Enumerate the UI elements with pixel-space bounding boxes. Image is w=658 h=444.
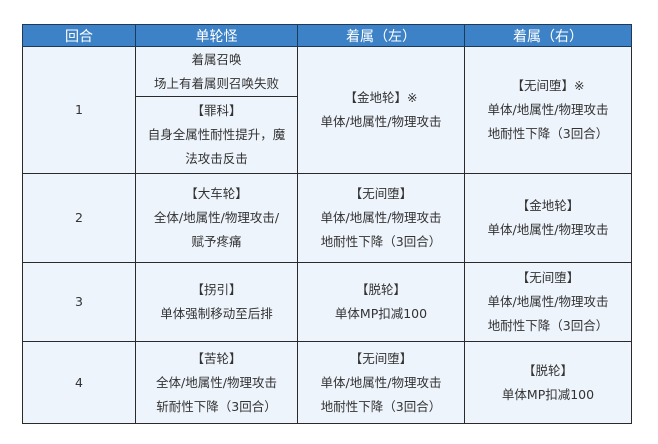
round-cell: 1 bbox=[22, 46, 136, 174]
cell-line: 【大车轮】 bbox=[185, 186, 248, 201]
cell-line: 【脱轮】 bbox=[522, 362, 573, 378]
cell-line: 【金地轮】※ bbox=[344, 90, 418, 105]
round-cell: 3 bbox=[22, 262, 136, 342]
monster-cell: 【苦轮】 全体/地属性/物理攻击 斩耐性下降（3回合） bbox=[135, 341, 298, 424]
cell-line: 【拐引】 bbox=[191, 282, 242, 297]
cell-line: 【罪科】 bbox=[191, 103, 242, 118]
cell-line: 【无间堕】※ bbox=[511, 78, 585, 93]
cell-line: 地耐性下降（3回合） bbox=[487, 126, 609, 141]
cell-line: 【苦轮】 bbox=[191, 350, 242, 366]
cell-line: 单体/地属性/物理攻击 bbox=[320, 210, 442, 225]
round-cell: 2 bbox=[22, 173, 136, 263]
right-cell: 【无间堕】 单体/地属性/物理攻击 地耐性下降（3回合） bbox=[464, 262, 632, 342]
left-cell: 【无间堕】 单体/地属性/物理攻击 地耐性下降（3回合） bbox=[297, 173, 465, 263]
cell-line: 单体/地属性/物理攻击 bbox=[487, 294, 609, 309]
cell-line: 【无间堕】 bbox=[516, 270, 580, 285]
cell-line: 全体/地属性/物理攻击/ bbox=[153, 210, 280, 225]
right-cell: 【脱轮】 单体MP扣减100 bbox=[464, 341, 632, 424]
cell-line: 赋予疼痛 bbox=[191, 234, 242, 249]
cell-line: 【无间堕】 bbox=[349, 186, 413, 201]
monster-cell: 【拐引】 单体强制移动至后排 bbox=[135, 262, 298, 342]
cell-line: 地耐性下降（3回合） bbox=[320, 234, 442, 249]
cell-line: 【无间堕】 bbox=[349, 350, 413, 366]
cell-line: 法攻击反击 bbox=[185, 151, 248, 166]
header-row: 回合 单轮怪 着属（左） 着属（右） bbox=[22, 24, 632, 47]
cell-line: 单体MP扣减100 bbox=[334, 306, 428, 321]
header-round: 回合 bbox=[22, 24, 136, 47]
cell-line: 单体MP扣减100 bbox=[501, 386, 595, 402]
cell-line: 单体/地属性/物理攻击 bbox=[320, 114, 442, 129]
table-row: 4 【苦轮】 全体/地属性/物理攻击 斩耐性下降（3回合） 【无间堕】 单体/地… bbox=[22, 341, 632, 424]
cell-line: 单体/地属性/物理攻击 bbox=[320, 374, 442, 390]
cell-line: 地耐性下降（3回合） bbox=[487, 318, 609, 333]
table-row: 2 【大车轮】 全体/地属性/物理攻击/ 赋予疼痛 【无间堕】 单体/地属性/物… bbox=[22, 173, 632, 263]
table-row: 1 着属召唤 场上有着属则召唤失败 【金地轮】※ 单体/地属性/物理攻击 【无间… bbox=[22, 46, 632, 174]
right-cell: 【无间堕】※ 单体/地属性/物理攻击 地耐性下降（3回合） bbox=[464, 46, 632, 174]
cell-line: 单体/地属性/物理攻击 bbox=[487, 102, 609, 117]
round-cell: 4 bbox=[22, 341, 136, 424]
left-cell: 【脱轮】 单体MP扣减100 bbox=[297, 262, 465, 342]
table-row: 【罪科】 自身全属性耐性提升，魔 法攻击反击 bbox=[23, 96, 632, 174]
cell-line: 着属召唤 bbox=[191, 51, 242, 67]
monster-cell: 【大车轮】 全体/地属性/物理攻击/ 赋予疼痛 bbox=[135, 173, 298, 263]
header-right: 着属（右） bbox=[464, 24, 632, 47]
cell-line: 单体/地属性/物理攻击 bbox=[487, 222, 609, 237]
monster-cell: 【罪科】 自身全属性耐性提升，魔 法攻击反击 bbox=[135, 96, 298, 174]
cell-line: 单体强制移动至后排 bbox=[160, 306, 273, 321]
cell-line: 自身全属性耐性提升，魔 bbox=[147, 127, 286, 142]
cell-line: 全体/地属性/物理攻击 bbox=[156, 374, 277, 390]
header-left: 着属（左） bbox=[297, 24, 465, 47]
cell-line: 【脱轮】 bbox=[355, 282, 406, 297]
left-cell: 【无间堕】 单体/地属性/物理攻击 地耐性下降（3回合） bbox=[297, 341, 465, 424]
right-cell: 【金地轮】 单体/地属性/物理攻击 bbox=[464, 173, 632, 263]
cell-line: 【金地轮】 bbox=[516, 198, 580, 213]
round-table: 回合 单轮怪 着属（左） 着属（右） 1 着属召唤 场上有着属则召唤失败 【金地… bbox=[22, 24, 632, 424]
table-row: 3 【拐引】 单体强制移动至后排 【脱轮】 单体MP扣减100 【无间堕】 单体… bbox=[22, 262, 632, 342]
monster-cell: 着属召唤 场上有着属则召唤失败 bbox=[135, 46, 298, 97]
cell-line: 地耐性下降（3回合） bbox=[320, 398, 442, 414]
cell-line: 场上有着属则召唤失败 bbox=[153, 75, 279, 91]
cell-line: 斩耐性下降（3回合） bbox=[156, 398, 277, 414]
header-monster: 单轮怪 bbox=[135, 24, 298, 47]
left-cell: 【金地轮】※ 单体/地属性/物理攻击 bbox=[297, 46, 465, 174]
